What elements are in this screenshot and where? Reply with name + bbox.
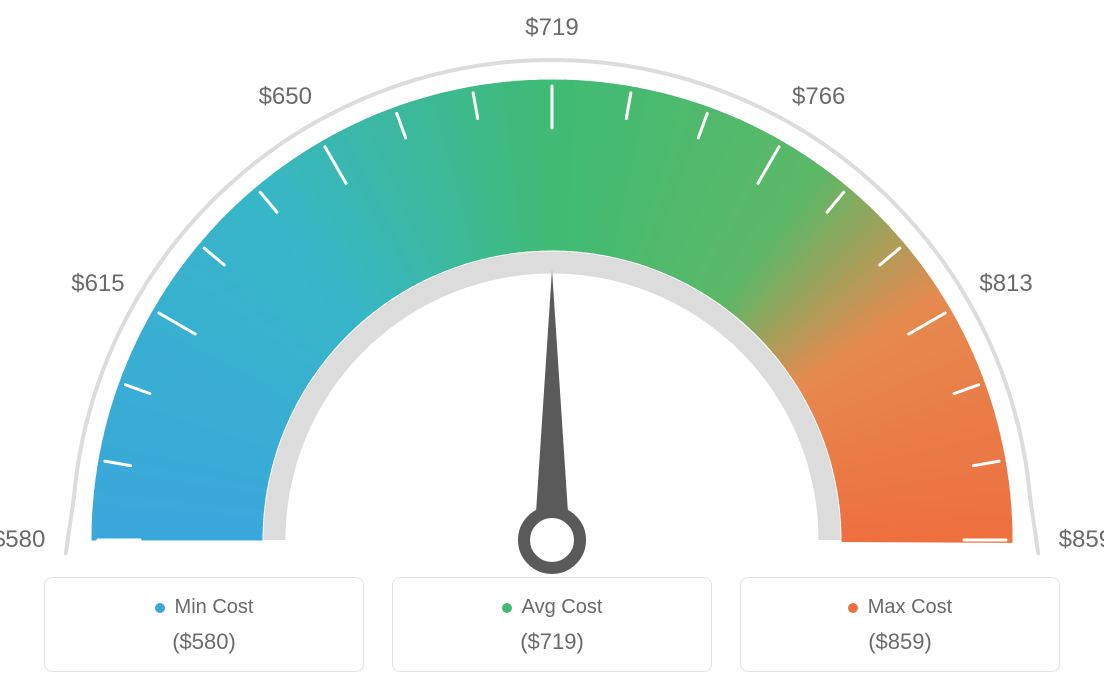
gauge-svg xyxy=(0,20,1104,580)
legend-label: Avg Cost xyxy=(522,596,603,619)
dot-icon xyxy=(155,603,165,613)
legend-card-min: Min Cost ($580) xyxy=(44,577,364,672)
gauge-tick-label: $650 xyxy=(259,83,312,111)
dot-icon xyxy=(502,603,512,613)
dot-icon xyxy=(848,603,858,613)
legend-value-avg: ($719) xyxy=(393,629,711,655)
legend-label: Min Cost xyxy=(175,596,254,619)
gauge-tick-label: $615 xyxy=(71,270,124,298)
legend-value-min: ($580) xyxy=(45,629,363,655)
legend-title-max: Max Cost xyxy=(848,596,952,619)
gauge-tick-label: $719 xyxy=(525,14,578,42)
legend-title-min: Min Cost xyxy=(155,596,254,619)
gauge-tick-label: $859 xyxy=(1059,526,1104,554)
legend-row: Min Cost ($580) Avg Cost ($719) Max Cost… xyxy=(0,577,1104,672)
gauge-chart: $580 $615 $650 $719 $766 $813 $859 xyxy=(0,0,1104,560)
legend-card-avg: Avg Cost ($719) xyxy=(392,577,712,672)
gauge-tick-label: $813 xyxy=(979,270,1032,298)
legend-title-avg: Avg Cost xyxy=(502,596,603,619)
legend-card-max: Max Cost ($859) xyxy=(740,577,1060,672)
legend-value-max: ($859) xyxy=(741,629,1059,655)
gauge-tick-label: $580 xyxy=(0,526,45,554)
legend-label: Max Cost xyxy=(868,596,952,619)
gauge-tick-label: $766 xyxy=(792,83,845,111)
